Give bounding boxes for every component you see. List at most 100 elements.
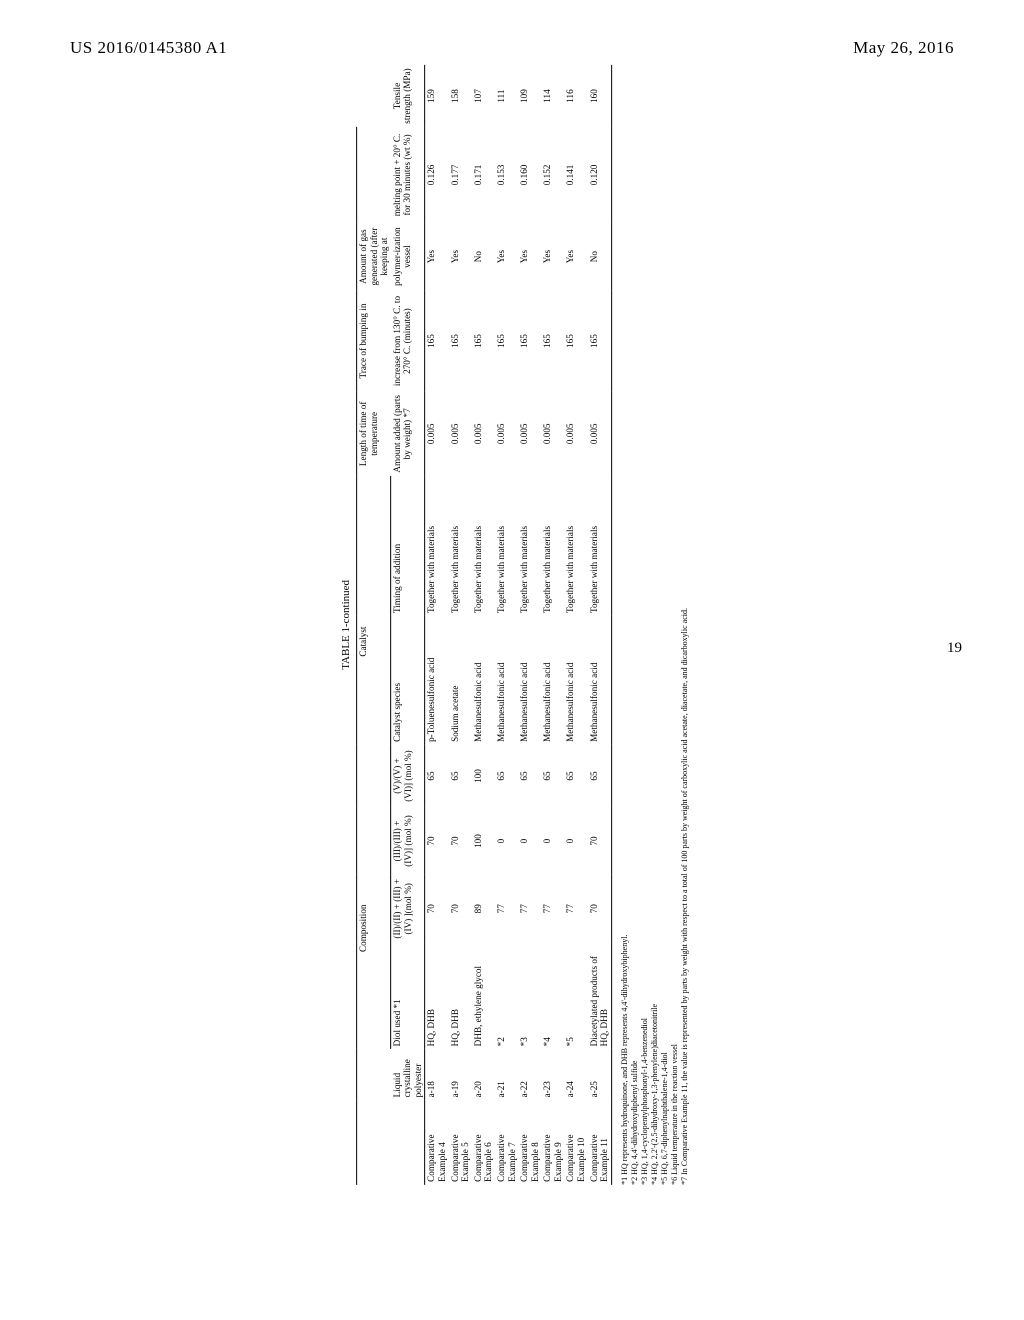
table-row: Comparative Example 10a-24*577065Methane… (565, 65, 588, 1185)
col-cat-species: Catalyst species (391, 616, 425, 745)
table-cell: Methanesulfonic acid (472, 616, 495, 745)
table-cell: 165 (518, 290, 541, 391)
table-cell: Together with materials (425, 476, 449, 616)
table-cell: Together with materials (449, 476, 472, 616)
table-cell: 0.177 (449, 127, 472, 223)
col-polymer: polymer-ization vessel (391, 223, 425, 291)
col-melting: melting point + 20° C. for 30 minutes (w… (391, 127, 425, 223)
col-tensile: Tensile strength (MPa) (391, 65, 425, 127)
table-cell: 89 (472, 875, 495, 943)
table-row: Comparative Example 6a-20DHB, ethylene g… (472, 65, 495, 1185)
col-diol: Diol used *1 (391, 943, 425, 1050)
table-row: Comparative Example 9a-23*477065Methanes… (541, 65, 564, 1185)
table-row: Comparative Example 7a-21*277065Methanes… (495, 65, 518, 1185)
grp-catalyst: Catalyst (357, 476, 391, 807)
table-cell: HQ, DHB (425, 943, 449, 1050)
table-cell: 165 (449, 290, 472, 391)
table-cell: Comparative Example 4 (425, 1100, 449, 1184)
table-row: Comparative Example 5a-19HQ, DHB707065So… (449, 65, 472, 1185)
table-cell: 100 (472, 745, 495, 807)
table-cell: Yes (495, 223, 518, 291)
col-c2: (III)/(III) + (IV)] (mol %) (391, 807, 425, 875)
table-cell: DHB, ethylene glycol (472, 943, 495, 1050)
table-cell: 77 (495, 875, 518, 943)
table-cell: Together with materials (472, 476, 495, 616)
table-cell: 70 (449, 875, 472, 943)
col-amount-added: Amount added (parts by weight) *7 (391, 392, 425, 476)
table-cell: 111 (495, 65, 518, 127)
table-cell: Methanesulfonic acid (565, 616, 588, 745)
table-cell: Comparative Example 9 (541, 1100, 564, 1184)
footnotes: *1 HQ represents hydroquinone, and DHB r… (620, 65, 690, 1185)
table-cell: 0.005 (472, 392, 495, 476)
header-right: May 26, 2016 (853, 38, 954, 58)
table-cell: a-22 (518, 1049, 541, 1100)
table-cell: 0.005 (565, 392, 588, 476)
table-cell: 160 (588, 65, 612, 127)
table-cell: 65 (541, 745, 564, 807)
table-cell: 100 (472, 807, 495, 875)
col-c3: (V)/(V) + (VI)] (mol %) (391, 745, 425, 807)
table-row: Comparative Example 4a-18HQ, DHB707065p-… (425, 65, 449, 1185)
footnote-line: *6 Liquid temperature in the reaction ve… (670, 65, 680, 1185)
table-cell: *3 (518, 943, 541, 1050)
table-cell: 0 (495, 807, 518, 875)
table-cell: 0.126 (425, 127, 449, 223)
table-cell: Yes (541, 223, 564, 291)
table-cell: Comparative Example 5 (449, 1100, 472, 1184)
data-table: Composition Catalyst Length of time of t… (356, 65, 612, 1185)
table-cell: 165 (588, 290, 612, 391)
table-cell: 116 (565, 65, 588, 127)
table-cell: *4 (541, 943, 564, 1050)
table-cell: Comparative Example 11 (588, 1100, 612, 1184)
table-cell: Together with materials (541, 476, 564, 616)
rotated-table-container: TABLE 1-continued Composition Catalyst L… (340, 65, 690, 1185)
col-lcp: Liquid crystalline polyester (391, 1049, 425, 1100)
table-cell: 65 (449, 745, 472, 807)
table-cell: 165 (472, 290, 495, 391)
table-cell: Methanesulfonic acid (588, 616, 612, 745)
footnote-line: *3 HQ, 1,4-cyclopentylphosphonyl-1,4-ben… (640, 65, 650, 1185)
table-cell: 0.120 (588, 127, 612, 223)
table-cell: 0 (541, 807, 564, 875)
grp-length: Length of time of temperature (357, 392, 391, 476)
table-cell: *5 (565, 943, 588, 1050)
table-cell: HQ, DHB (449, 943, 472, 1050)
table-cell: 0.153 (495, 127, 518, 223)
table-cell: 107 (472, 65, 495, 127)
table-cell: 70 (588, 875, 612, 943)
table-cell: 0.005 (541, 392, 564, 476)
table-cell: Methanesulfonic acid (518, 616, 541, 745)
table-cell: 0.141 (565, 127, 588, 223)
footnote-line: *2 HQ, 4,4'-dihydroxydiphenyl sulfide (630, 65, 640, 1185)
page-number: 19 (947, 640, 962, 657)
table-cell: a-25 (588, 1049, 612, 1100)
table-cell: 70 (425, 807, 449, 875)
table-cell: Yes (565, 223, 588, 291)
table-cell: 114 (541, 65, 564, 127)
table-cell: 159 (425, 65, 449, 127)
table-cell: 70 (588, 807, 612, 875)
table-cell: Together with materials (565, 476, 588, 616)
table-cell: p-Toluenesulfonic acid (425, 616, 449, 745)
grp-composition: Composition (357, 807, 391, 1049)
table-cell: No (588, 223, 612, 291)
table-row: Comparative Example 11a-25Diacetylated p… (588, 65, 612, 1185)
col-c1: (II)/(II) + (III) + (IV) ](mol %) (391, 875, 425, 943)
table-cell: 65 (495, 745, 518, 807)
table-cell: Yes (425, 223, 449, 291)
table-cell: 0 (518, 807, 541, 875)
table-cell: Comparative Example 7 (495, 1100, 518, 1184)
footnote-line: *1 HQ represents hydroquinone, and DHB r… (620, 65, 630, 1185)
col-increase: increase from 130° C. to 270° C. (minute… (391, 290, 425, 391)
table-cell: Together with materials (495, 476, 518, 616)
table-cell: 165 (425, 290, 449, 391)
table-cell: Comparative Example 8 (518, 1100, 541, 1184)
table-cell: 65 (565, 745, 588, 807)
footnote-line: *5 HQ, 6,7-diphenylnaphthalene-1,4-diol (660, 65, 670, 1185)
table-cell: *2 (495, 943, 518, 1050)
table-cell: 0.005 (495, 392, 518, 476)
table-row: Comparative Example 8a-22*377065Methanes… (518, 65, 541, 1185)
table-cell: 0.005 (518, 392, 541, 476)
table-cell: 0.171 (472, 127, 495, 223)
